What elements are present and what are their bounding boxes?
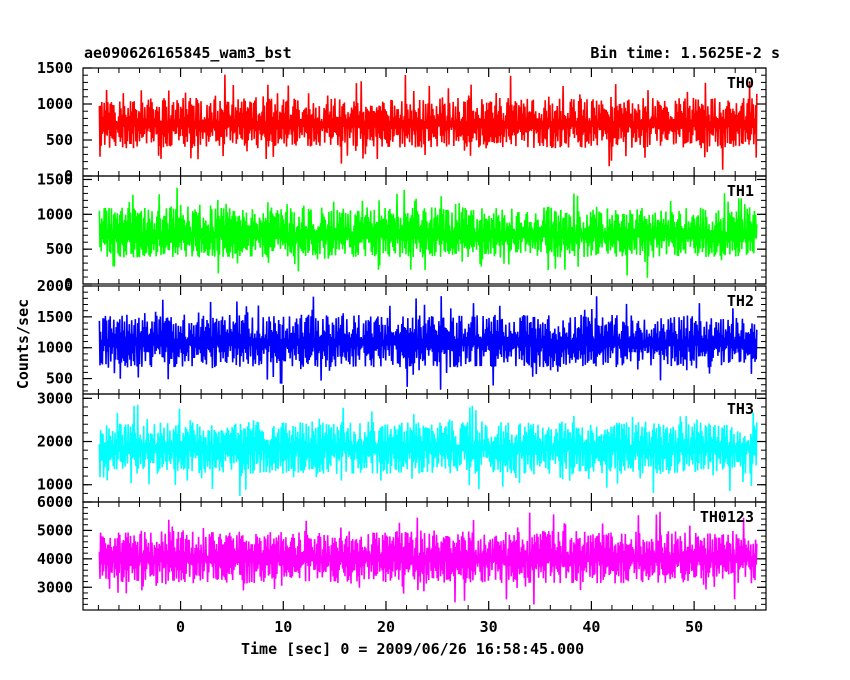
y-tick-label: 0 [64, 167, 73, 185]
panel-frame-th1 [82, 175, 767, 285]
panel-label-th2: TH2 [727, 292, 754, 310]
y-tick-label: 1000 [37, 476, 73, 494]
bin-time-label: Bin time: 1.5625E-2 s [590, 44, 780, 62]
y-tick-label: 1000 [37, 339, 73, 357]
y-tick-label: 1000 [37, 95, 73, 113]
panel-label-th0: TH0 [727, 74, 754, 92]
y-tick-label: 1500 [37, 308, 73, 326]
x-tick-label: 0 [176, 618, 185, 636]
y-tick-label: 2000 [37, 433, 73, 451]
series-line-th0123 [98, 511, 758, 605]
series-line-th0 [98, 74, 758, 170]
series-line-th1 [98, 187, 758, 278]
plot-title: ae090626165845_wam3_bst [84, 44, 292, 62]
panel-frame-th0123 [82, 501, 767, 611]
y-tick-label: 5000 [37, 521, 73, 539]
x-tick-label: 40 [582, 618, 600, 636]
x-tick-label: 50 [685, 618, 703, 636]
y-tick-label: 3000 [37, 389, 73, 407]
y-tick-label: 500 [46, 240, 73, 258]
y-tick-label: 4000 [37, 550, 73, 568]
y-tick-label: 1500 [37, 170, 73, 188]
y-tick-label: 6000 [37, 493, 73, 511]
panel-label-th0123: TH0123 [700, 508, 754, 526]
y-tick-label: 1500 [37, 59, 73, 77]
x-tick-label: 20 [377, 618, 395, 636]
y-tick-label: 1000 [37, 205, 73, 223]
series-line-th2 [98, 296, 758, 390]
y-tick-label: 500 [46, 131, 73, 149]
y-tick-label: 500 [46, 370, 73, 388]
panel-label-th3: TH3 [727, 400, 754, 418]
x-axis-label: Time [sec] 0 = 2009/06/26 16:58:45.000 [241, 640, 585, 658]
y-tick-label: 3000 [37, 578, 73, 596]
y-tick-label: 2000 [37, 277, 73, 295]
y-axis-label: Counts/sec [14, 298, 33, 390]
series-line-th3 [98, 404, 758, 497]
y-tick-label: 0 [64, 275, 73, 293]
x-tick-label: 10 [274, 618, 292, 636]
x-tick-label: 30 [480, 618, 498, 636]
panel-label-th1: TH1 [727, 182, 754, 200]
